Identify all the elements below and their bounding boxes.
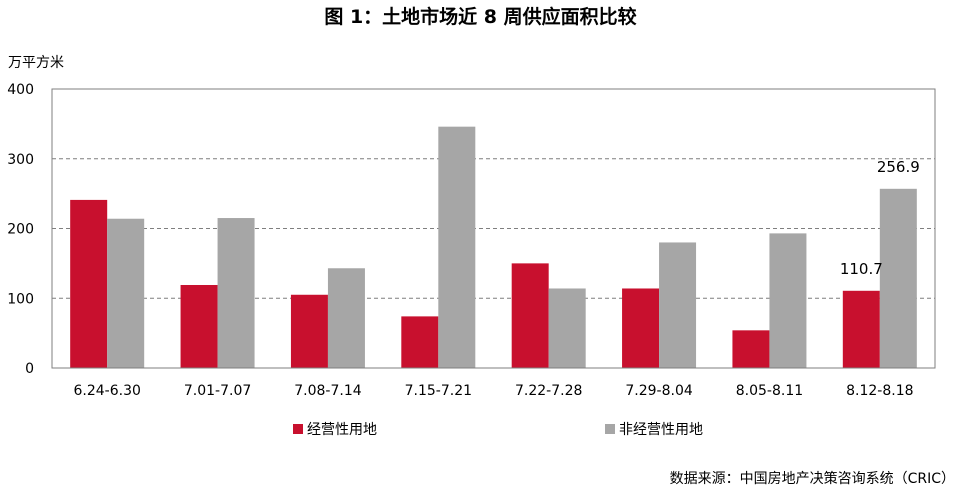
- y-axis-unit-label: 万平方米: [8, 55, 64, 71]
- data-label: 256.9: [877, 158, 920, 176]
- bar-non-commercial: [438, 126, 476, 368]
- data-label: 110.7: [840, 260, 883, 278]
- bar-non-commercial: [548, 288, 586, 368]
- bar-commercial: [511, 263, 549, 368]
- bar-non-commercial: [769, 233, 807, 368]
- legend-swatch: [293, 424, 303, 434]
- y-axis-ticks: 0 100 200 300 400: [7, 82, 34, 377]
- x-tick-label: 8.05-8.11: [736, 383, 803, 399]
- bar-commercial: [732, 330, 770, 368]
- legend-swatch: [605, 424, 615, 434]
- bar-commercial: [180, 284, 218, 368]
- y-tick-label: 200: [7, 222, 34, 238]
- bar-commercial: [401, 316, 439, 368]
- x-tick-label: 8.12-8.18: [846, 383, 913, 399]
- bar-non-commercial: [327, 268, 365, 368]
- source-note: 数据来源：中国房地产决策咨询系统（CRIC）: [669, 471, 955, 487]
- legend: 经营性用地 非经营性用地: [293, 422, 703, 438]
- y-tick-label: 300: [7, 152, 34, 168]
- y-tick-label: 100: [7, 291, 34, 307]
- legend-label: 非经营性用地: [619, 422, 703, 438]
- bar-non-commercial: [217, 218, 255, 368]
- data-labels: 110.7 256.9: [840, 158, 920, 278]
- plot-frame: [51, 88, 936, 369]
- bar-commercial: [70, 199, 108, 368]
- x-tick-label: 7.08-7.14: [294, 383, 361, 399]
- bar-commercial: [622, 288, 660, 368]
- x-axis-ticks: 6.24-6.30 7.01-7.07 7.08-7.14 7.15-7.21 7.22…: [73, 383, 913, 399]
- x-tick-label: 7.01-7.07: [184, 383, 251, 399]
- bar-non-commercial: [879, 188, 917, 368]
- x-tick-label: 7.22-7.28: [515, 383, 582, 399]
- y-tick-label: 400: [7, 82, 34, 98]
- bar-non-commercial: [107, 218, 145, 368]
- bars: [70, 126, 917, 368]
- x-tick-label: 6.24-6.30: [73, 383, 140, 399]
- x-tick-label: 7.29-8.04: [625, 383, 692, 399]
- bar-non-commercial: [659, 242, 697, 368]
- chart-title: 图 1：土地市场近 8 周供应面积比较: [324, 6, 637, 28]
- y-tick-label: 0: [25, 361, 34, 377]
- legend-label: 经营性用地: [307, 422, 377, 438]
- bar-commercial: [290, 294, 328, 368]
- x-tick-label: 7.15-7.21: [405, 383, 472, 399]
- bar-commercial: [842, 290, 880, 368]
